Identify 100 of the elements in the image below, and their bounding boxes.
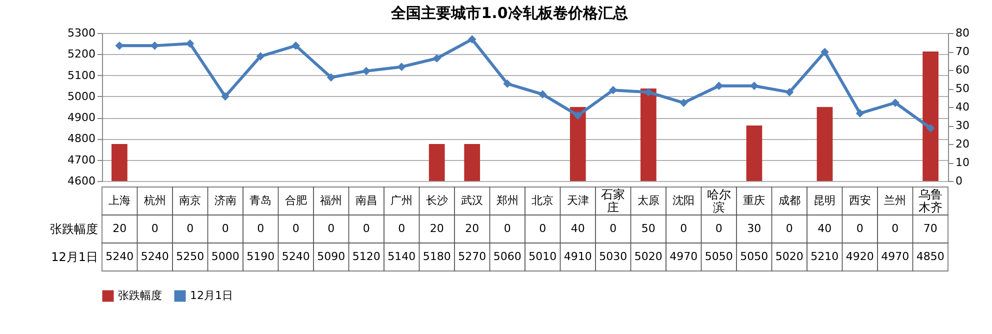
point — [256, 52, 265, 60]
x-tick-label: 成都 — [778, 194, 800, 207]
y-tick-label: 5300 — [68, 26, 96, 40]
x-tick-label: 青岛 — [250, 194, 272, 207]
data-label: 5250 — [176, 250, 204, 263]
x-tick-label: 重庆 — [743, 194, 766, 207]
x-tick-label: 兰州 — [884, 194, 906, 207]
data-label: 0 — [292, 222, 300, 235]
y2-tick-label: 60 — [956, 64, 970, 76]
data-label: 5030 — [599, 250, 628, 263]
data-label: 0 — [786, 222, 793, 235]
point — [820, 48, 829, 56]
y2-tick-label: 40 — [956, 100, 970, 114]
bar — [746, 126, 762, 181]
data-label: 5020 — [634, 250, 662, 263]
data-label: 5210 — [810, 250, 839, 263]
data-label: 5240 — [282, 250, 310, 263]
y-tick-label: 4600 — [68, 174, 96, 188]
data-label: 4910 — [564, 250, 592, 263]
y2-tick-label: 80 — [956, 26, 970, 40]
x-tick-label: 北京 — [532, 194, 554, 207]
point — [221, 92, 230, 101]
point — [891, 98, 900, 107]
y-tick-label: 5000 — [68, 90, 96, 103]
data-label: 50 — [641, 222, 656, 235]
data-label: 5050 — [740, 250, 768, 263]
data-label: 5240 — [140, 250, 169, 263]
bar — [428, 144, 445, 181]
data-label: 0 — [856, 222, 864, 235]
x-tick-label: 乌鲁木齐 — [918, 188, 942, 214]
point — [432, 54, 442, 63]
x-tick-label: 合肥 — [284, 194, 307, 207]
x-tick-label: 长沙 — [426, 194, 448, 207]
point — [362, 66, 370, 76]
bar — [640, 88, 656, 181]
x-tick-label: 沈阳 — [672, 194, 695, 207]
x-tick-label: 郑州 — [496, 194, 518, 207]
text: 12月1日 — [51, 250, 98, 264]
point — [750, 82, 758, 90]
data-label: 20 — [430, 222, 444, 235]
data-label: 5010 — [528, 250, 557, 263]
data-label: 0 — [610, 222, 617, 235]
data-label: 5120 — [352, 250, 380, 263]
data-label: 4970 — [881, 250, 910, 263]
data-label: 70 — [923, 222, 938, 235]
bar — [112, 144, 128, 181]
data-label: 5190 — [246, 250, 275, 263]
data-label: 40 — [570, 222, 585, 235]
data-label: 5180 — [422, 250, 451, 263]
x-tick-label: 太原 — [637, 194, 660, 207]
x-tick-label: 天津 — [566, 194, 589, 207]
data-label: 0 — [222, 222, 229, 235]
x-tick-label: 南昌 — [355, 194, 378, 207]
y-tick-label: 5200 — [68, 48, 96, 61]
data-label: 5000 — [211, 250, 240, 263]
data-label: 5140 — [388, 250, 416, 263]
x-tick-label: 上海 — [108, 194, 131, 207]
point — [926, 124, 935, 132]
data-label: 0 — [504, 222, 511, 235]
data-label: 0 — [892, 222, 899, 235]
point — [856, 109, 864, 118]
point — [680, 98, 688, 107]
data-label: 0 — [151, 222, 158, 235]
data-label: 0 — [539, 222, 546, 235]
data-label: 5050 — [704, 250, 733, 263]
y-tick-label: 4800 — [68, 132, 96, 146]
data-label: 5020 — [775, 250, 804, 263]
x-tick-label: 广州 — [390, 194, 413, 207]
point — [397, 62, 406, 72]
data-label: 20 — [465, 222, 480, 235]
data-label: 0 — [680, 222, 688, 235]
data-label: 4850 — [916, 250, 944, 263]
y-tick-label: 4900 — [68, 111, 96, 124]
x-tick-label: 福州 — [320, 194, 342, 207]
data-label: 30 — [747, 222, 762, 235]
y2-tick-label: 10 — [956, 156, 970, 169]
data-label: 0 — [715, 222, 722, 235]
x-tick-label: 石家庄 — [601, 188, 626, 214]
data-label: 0 — [328, 222, 335, 235]
point — [785, 88, 794, 96]
data-label: 4920 — [846, 250, 874, 263]
y-tick-label: 5100 — [68, 68, 96, 82]
y2-tick-label: 30 — [956, 119, 970, 132]
x-tick-label: 济南 — [214, 194, 236, 207]
point — [468, 35, 476, 44]
legend-label: 12月1日 — [190, 289, 233, 302]
data-label: 5090 — [317, 250, 346, 263]
data-label: 0 — [398, 222, 406, 235]
bar — [570, 107, 586, 181]
data-label: 20 — [112, 222, 127, 235]
point — [292, 42, 300, 50]
text: 张跌幅度 — [50, 222, 98, 236]
point — [574, 111, 582, 120]
x-tick-label: 西安 — [848, 194, 871, 207]
x-tick-label: 武汉 — [461, 194, 484, 207]
data-label: 0 — [186, 222, 194, 235]
point — [538, 90, 547, 98]
data-label: 5240 — [106, 250, 134, 263]
bar — [464, 144, 480, 181]
data-label: 40 — [818, 222, 832, 235]
